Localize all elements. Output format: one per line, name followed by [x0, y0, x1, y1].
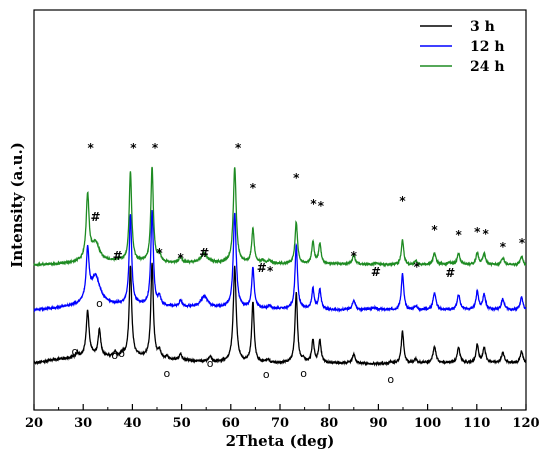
- marker-hash: #: [113, 249, 123, 263]
- marker-star: *: [351, 249, 358, 263]
- marker-hash: #: [257, 261, 267, 275]
- marker-star: *: [87, 141, 94, 155]
- marker-star: *: [130, 141, 137, 155]
- marker-circle: o: [207, 357, 214, 370]
- marker-star: *: [293, 171, 300, 185]
- marker-star: *: [474, 225, 481, 239]
- series-line-24h: [33, 166, 527, 268]
- marker-hash: #: [199, 246, 209, 260]
- x-tick-label: 30: [74, 416, 92, 431]
- marker-hash: #: [90, 210, 100, 224]
- x-tick-label: 40: [123, 416, 141, 431]
- series-line-12h: [33, 209, 527, 313]
- marker-circle: o: [96, 297, 103, 310]
- marker-star: *: [250, 181, 257, 195]
- x-tick-label: 60: [222, 416, 240, 431]
- marker-hash: #: [371, 265, 381, 279]
- marker-star: *: [519, 236, 526, 250]
- legend: 3 h 12 h 24 h: [412, 12, 522, 78]
- marker-star: *: [483, 227, 490, 241]
- series-layer: [33, 166, 527, 367]
- series-line-3h: [33, 262, 527, 367]
- marker-star: *: [267, 264, 274, 278]
- marker-circle: o: [163, 367, 170, 380]
- x-axis-title: 2Theta (deg): [226, 432, 335, 450]
- marker-circle: o: [71, 345, 78, 358]
- marker-star: *: [152, 141, 159, 155]
- x-tick-label: 110: [463, 416, 490, 431]
- x-tick-label: 70: [271, 416, 289, 431]
- marker-star: *: [235, 141, 242, 155]
- x-axis-ticks: 20 30 40 50 60 70 80 90 100 110 120: [25, 404, 540, 431]
- legend-label: 3 h: [470, 19, 495, 35]
- marker-star: *: [500, 240, 507, 254]
- marker-star: *: [177, 251, 184, 265]
- marker-star: *: [455, 228, 462, 242]
- marker-star: *: [310, 197, 317, 211]
- x-tick-label: 90: [369, 416, 387, 431]
- marker-circle: o: [263, 368, 270, 381]
- y-axis-title: Intensity (a.u.): [8, 142, 26, 268]
- marker-hash: #: [445, 266, 455, 280]
- x-tick-label: 20: [25, 416, 43, 431]
- marker-circle: o: [118, 347, 125, 360]
- marker-star: *: [414, 260, 421, 274]
- marker-star: *: [431, 223, 438, 237]
- legend-background: [412, 12, 522, 78]
- x-tick-label: 50: [173, 416, 191, 431]
- marker-circle: o: [300, 367, 307, 380]
- marker-circle: o: [387, 373, 394, 386]
- marker-star: *: [318, 199, 325, 213]
- x-tick-label: 80: [320, 416, 338, 431]
- x-tick-label: 120: [512, 416, 539, 431]
- marker-circle: o: [111, 349, 118, 362]
- marker-star: *: [156, 246, 163, 260]
- legend-label: 12 h: [470, 39, 505, 55]
- legend-label: 24 h: [470, 59, 505, 75]
- x-tick-label: 100: [414, 416, 441, 431]
- marker-star: *: [399, 194, 406, 208]
